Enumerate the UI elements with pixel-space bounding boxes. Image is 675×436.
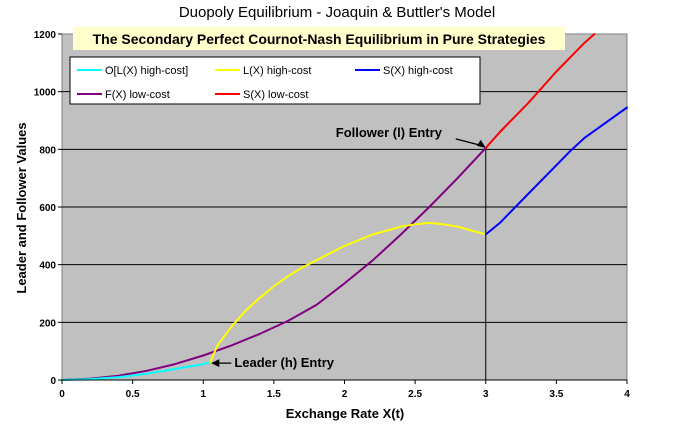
follower-entry-annotation: Follower (l) Entry	[336, 125, 443, 140]
y-tick-label: 1200	[34, 30, 57, 41]
series-l-x-high-cost-line	[209, 221, 487, 364]
y-tick-label: 800	[39, 145, 56, 156]
legend: O[L(X) high-cost] L(X) high-cost S(X) high…	[69, 56, 481, 105]
y-axis-ticks: 0 200 400 600 800 1000 1200	[34, 30, 62, 387]
series-lines	[61, 33, 628, 381]
y-tick-label: 400	[39, 261, 56, 272]
series-o-l-x-high-cost-line	[61, 361, 212, 381]
series-s-x-low-cost-line	[484, 33, 596, 149]
x-tick-label: 1.5	[267, 389, 281, 400]
x-axis-label: Exchange Rate X(t)	[286, 406, 404, 421]
x-tick-label: 0.5	[126, 389, 140, 400]
x-tick-label: 2	[342, 389, 348, 400]
x-tick-label: 3.5	[549, 389, 563, 400]
follower-entry-arrowhead	[476, 139, 486, 148]
x-tick-label: 4	[624, 389, 630, 400]
annotations: Follower (l) Entry Leader (h) Entry	[211, 125, 486, 370]
chart-subtitle: The Secondary Perfect Cournot-Nash Equil…	[93, 31, 546, 47]
y-tick-label: 600	[39, 203, 56, 214]
x-tick-label: 0	[59, 389, 65, 400]
series-s-x-high-cost-line	[484, 106, 628, 236]
x-tick-label: 1	[200, 389, 206, 400]
legend-label: F(X) low-cost	[105, 89, 170, 101]
series-f-x-low-cost-line	[61, 146, 487, 381]
leader-entry-arrowhead	[211, 359, 220, 368]
subtitle-box	[73, 27, 565, 50]
legend-label: S(X) high-cost	[383, 65, 453, 77]
legend-label: L(X) high-cost	[243, 65, 311, 77]
legend-label: O[L(X) high-cost]	[105, 65, 188, 77]
x-tick-label: 3	[483, 389, 489, 400]
legend-box	[69, 56, 481, 105]
legend-label: S(X) low-cost	[243, 89, 308, 101]
x-axis-ticks: 0 0.5 1 1.5 2 2.5 3 3.5 4	[59, 379, 630, 400]
y-tick-label: 1000	[34, 88, 57, 99]
chart-title: Duopoly Equilibrium - Joaquin & Buttler'…	[179, 4, 495, 21]
y-tick-label: 0	[50, 376, 56, 387]
y-tick-label: 200	[39, 318, 56, 329]
y-axis-label: Leader and Follower Values	[14, 122, 29, 293]
leader-entry-annotation: Leader (h) Entry	[234, 355, 334, 370]
x-tick-label: 2.5	[408, 389, 422, 400]
